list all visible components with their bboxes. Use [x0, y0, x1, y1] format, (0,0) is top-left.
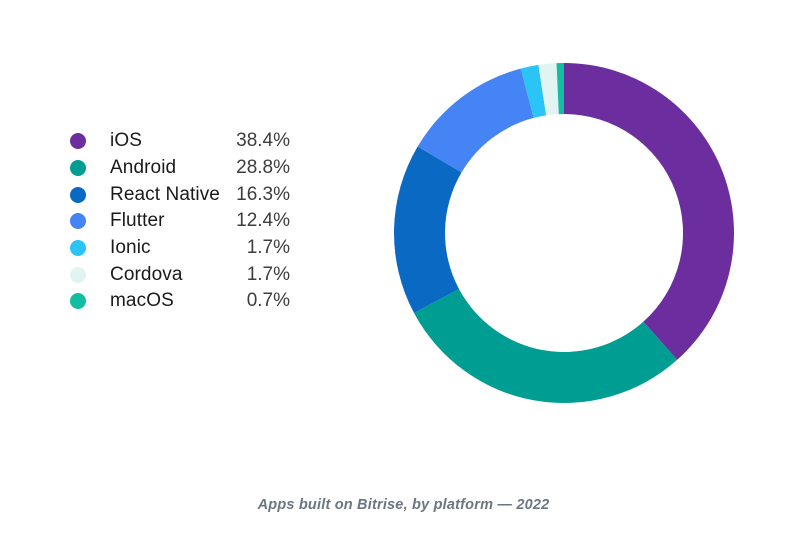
legend-value: 1.7% — [246, 263, 290, 285]
legend-swatch — [70, 293, 86, 310]
legend-item: Android 28.8% — [70, 155, 290, 182]
legend-swatch — [70, 186, 86, 203]
legend-value: 38.4% — [236, 130, 290, 152]
legend-swatch — [70, 133, 86, 150]
donut-segment-ionic — [520, 64, 547, 118]
donut-segment-flutter — [417, 68, 534, 173]
legend-label: macOS — [110, 290, 174, 312]
legend-item: Flutter 12.4% — [70, 208, 290, 235]
legend-value: 28.8% — [236, 157, 290, 179]
donut-segment-cordova — [538, 63, 559, 116]
legend-value: 12.4% — [236, 210, 290, 232]
legend-label: Flutter — [110, 210, 165, 232]
legend-item: React Native 16.3% — [70, 181, 290, 208]
legend-label: Ionic — [110, 237, 151, 259]
legend-label: Cordova — [110, 263, 183, 285]
donut-segment-react-native — [393, 146, 462, 314]
legend-swatch — [70, 160, 86, 177]
donut-segment-macos — [556, 62, 564, 115]
donut-segment-ios — [564, 63, 734, 360]
legend-value: 0.7% — [246, 290, 290, 312]
legend-value: 1.7% — [246, 237, 290, 259]
legend-item: Ionic 1.7% — [70, 235, 290, 262]
legend-item: macOS 0.7% — [70, 288, 290, 315]
legend-label: iOS — [110, 130, 142, 152]
legend-label: React Native — [110, 183, 220, 205]
legend-swatch — [70, 266, 86, 283]
donut-segment-android — [414, 289, 678, 403]
legend-swatch — [70, 240, 86, 257]
chart-caption: Apps built on Bitrise, by platform — 202… — [257, 497, 550, 513]
legend-item: iOS 38.4% — [70, 128, 290, 155]
legend-label: Android — [110, 157, 177, 179]
chart-legend: iOS 38.4% Android 28.8% React Native 16.3% Flu… — [70, 128, 290, 315]
legend-item: Cordova 1.7% — [70, 261, 290, 288]
legend-swatch — [70, 213, 86, 230]
donut-chart — [393, 62, 734, 403]
legend-value: 16.3% — [236, 183, 290, 205]
